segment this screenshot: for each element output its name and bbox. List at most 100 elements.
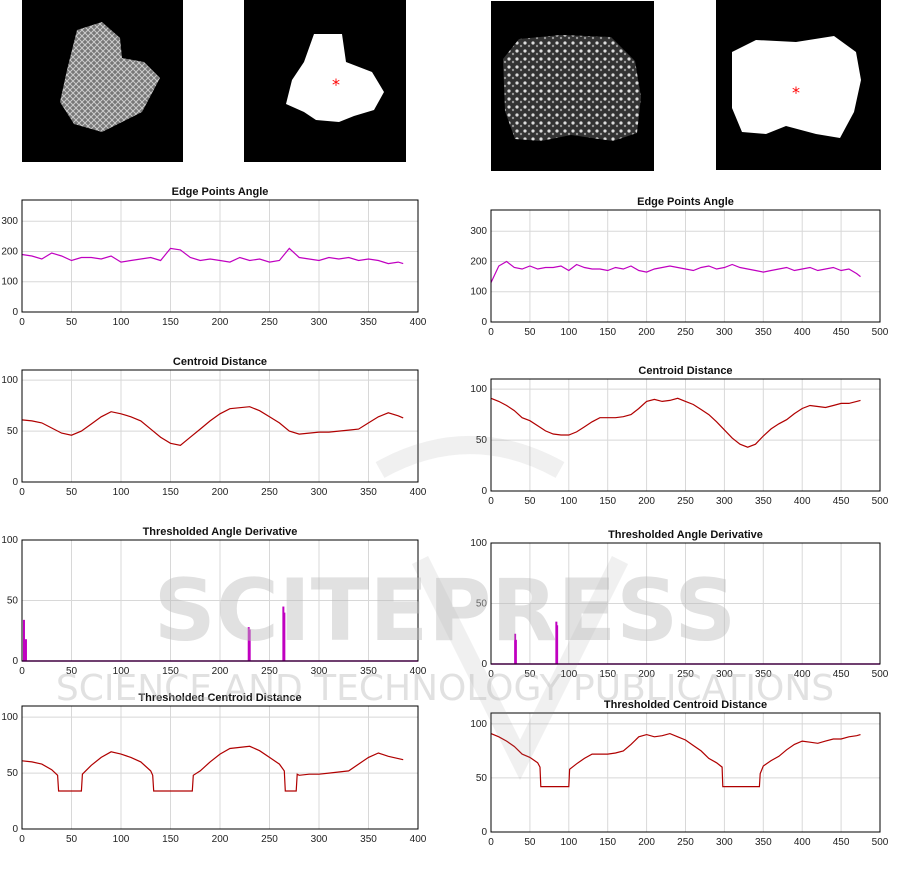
x-tick-label: 500 (872, 837, 889, 848)
y-tick-label: 300 (470, 226, 487, 237)
x-tick-label: 0 (488, 837, 494, 848)
x-tick-label: 300 (311, 487, 328, 498)
y-tick-label: 200 (1, 246, 18, 257)
y-tick-label: 100 (470, 538, 487, 549)
x-tick-label: 100 (560, 496, 577, 507)
x-tick-label: 150 (599, 837, 616, 848)
right-texture-image (491, 1, 654, 171)
x-tick-label: 300 (716, 327, 733, 338)
x-tick-label: 350 (360, 487, 377, 498)
x-tick-label: 350 (360, 834, 377, 845)
chart-title: Thresholded Centroid Distance (138, 692, 301, 704)
x-tick-label: 100 (113, 834, 130, 845)
x-tick-label: 50 (524, 837, 536, 848)
series-line (21, 247, 404, 265)
x-tick-label: 150 (162, 834, 179, 845)
x-tick-label: 200 (212, 666, 229, 677)
x-tick-label: 100 (560, 327, 577, 338)
y-tick-label: 0 (481, 317, 487, 328)
x-tick-label: 350 (755, 669, 772, 680)
x-tick-label: 50 (524, 669, 536, 680)
x-tick-label: 450 (833, 496, 850, 507)
x-tick-label: 400 (410, 317, 427, 328)
chart-title: Centroid Distance (173, 356, 267, 368)
y-tick-label: 0 (481, 659, 487, 670)
x-tick-label: 450 (833, 669, 850, 680)
right-mask-image: * (716, 0, 881, 170)
x-tick-label: 350 (360, 666, 377, 677)
y-tick-label: 50 (7, 426, 19, 437)
x-tick-label: 350 (360, 317, 377, 328)
y-tick-label: 100 (1, 277, 18, 288)
x-tick-label: 350 (755, 837, 772, 848)
y-tick-label: 300 (1, 216, 18, 227)
x-tick-label: 50 (66, 666, 78, 677)
x-tick-label: 200 (212, 317, 229, 328)
x-tick-label: 150 (599, 327, 616, 338)
y-tick-label: 0 (12, 824, 18, 835)
chart-title: Thresholded Centroid Distance (604, 699, 767, 711)
x-tick-label: 200 (638, 327, 655, 338)
x-tick-label: 400 (410, 487, 427, 498)
x-tick-label: 50 (66, 317, 78, 328)
x-tick-label: 50 (524, 496, 536, 507)
x-tick-label: 200 (638, 837, 655, 848)
x-tick-label: 250 (677, 669, 694, 680)
x-tick-label: 0 (488, 669, 494, 680)
plot-frame (21, 199, 419, 313)
y-tick-label: 100 (470, 384, 487, 395)
x-tick-label: 500 (872, 496, 889, 507)
y-tick-label: 50 (7, 596, 19, 607)
x-tick-label: 100 (113, 666, 130, 677)
series-line (490, 260, 861, 283)
x-tick-label: 0 (19, 487, 25, 498)
x-tick-label: 350 (755, 496, 772, 507)
series-line (21, 745, 404, 792)
x-tick-label: 300 (716, 837, 733, 848)
y-tick-label: 100 (1, 535, 18, 546)
x-tick-label: 50 (66, 834, 78, 845)
x-tick-label: 450 (833, 837, 850, 848)
plot-frame (21, 369, 419, 483)
y-tick-label: 0 (481, 486, 487, 497)
chart-title: Edge Points Angle (172, 186, 269, 198)
x-tick-label: 100 (560, 837, 577, 848)
x-tick-label: 50 (524, 327, 536, 338)
x-tick-label: 150 (599, 669, 616, 680)
plot-frame (490, 542, 881, 665)
x-tick-label: 250 (261, 487, 278, 498)
x-tick-label: 150 (162, 666, 179, 677)
left-mask-image: * (244, 0, 406, 162)
x-tick-label: 300 (311, 666, 328, 677)
x-tick-label: 100 (560, 669, 577, 680)
series-line (21, 406, 404, 446)
x-tick-label: 200 (638, 496, 655, 507)
plot-frame (490, 712, 881, 833)
y-tick-label: 50 (476, 435, 488, 446)
y-tick-label: 100 (470, 719, 487, 730)
x-tick-label: 250 (261, 666, 278, 677)
y-tick-label: 0 (481, 827, 487, 838)
x-tick-label: 200 (638, 669, 655, 680)
x-tick-label: 250 (261, 834, 278, 845)
x-tick-label: 400 (794, 669, 811, 680)
y-tick-label: 50 (476, 599, 488, 610)
x-tick-label: 0 (19, 834, 25, 845)
x-tick-label: 200 (212, 834, 229, 845)
x-tick-label: 300 (311, 317, 328, 328)
y-tick-label: 50 (7, 768, 19, 779)
x-tick-label: 200 (212, 487, 229, 498)
x-tick-label: 150 (162, 487, 179, 498)
x-tick-label: 400 (794, 837, 811, 848)
plot-frame (490, 209, 881, 323)
chart-title: Thresholded Angle Derivative (143, 526, 298, 538)
y-tick-label: 100 (1, 712, 18, 723)
x-tick-label: 300 (716, 669, 733, 680)
x-tick-label: 150 (162, 317, 179, 328)
x-tick-label: 400 (410, 834, 427, 845)
x-tick-label: 0 (488, 496, 494, 507)
x-tick-label: 500 (872, 669, 889, 680)
plot-frame (21, 539, 419, 662)
